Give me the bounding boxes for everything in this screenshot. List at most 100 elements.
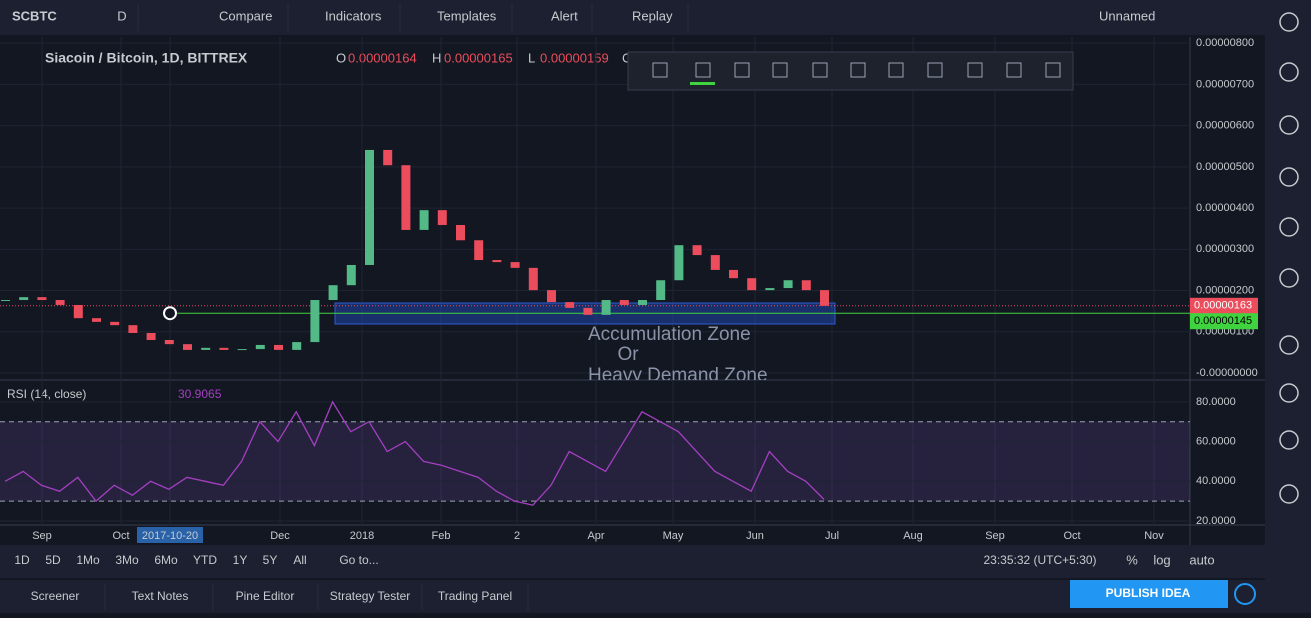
publish-button[interactable]: [1070, 580, 1228, 608]
legend-c-label: C: [622, 50, 631, 65]
rsi-tick-label: 40.0000: [1196, 475, 1236, 487]
tab[interactable]: Text Notes: [132, 589, 189, 603]
toolbar-item[interactable]: Compare: [219, 8, 272, 23]
sidebar-icon[interactable]: [1279, 268, 1299, 288]
candle: [583, 307, 593, 315]
support-handle: [163, 306, 177, 321]
pen-underline: [690, 82, 715, 85]
tab[interactable]: Screener: [31, 589, 80, 603]
candle: [73, 304, 83, 319]
candle: [565, 302, 575, 308]
legend-h: 0.00000165: [444, 50, 513, 65]
tool-icon[interactable]: [812, 62, 828, 78]
tool-icon[interactable]: [888, 62, 904, 78]
candle: [801, 280, 811, 291]
tool-icon[interactable]: [1045, 62, 1061, 78]
clock: 23:35:32 (UTC+5:30): [983, 553, 1096, 567]
candle: [674, 245, 684, 281]
layout-name[interactable]: Unnamed: [1099, 8, 1155, 23]
scale-option[interactable]: %: [1126, 552, 1138, 567]
sidebar-icon[interactable]: [1279, 430, 1299, 450]
scale-option[interactable]: log: [1153, 552, 1170, 567]
symbol[interactable]: SCBTC: [12, 8, 57, 23]
top-toolbar: [0, 0, 1265, 35]
tab[interactable]: Strategy Tester: [330, 589, 410, 603]
candle: [164, 340, 174, 345]
candle: [474, 240, 484, 261]
tool-icon[interactable]: [695, 62, 711, 78]
sidebar-icon[interactable]: [1279, 12, 1299, 32]
x-tick-label: Oct: [112, 530, 129, 542]
sidebar-icon[interactable]: [1279, 335, 1299, 355]
range-button[interactable]: 3Mo: [115, 553, 139, 567]
y-tick-label: 0.00000500: [1196, 161, 1254, 173]
tool-icon[interactable]: [652, 62, 668, 78]
tool-icon[interactable]: [734, 62, 750, 78]
range-button[interactable]: 5D: [45, 553, 61, 567]
candle: [692, 245, 702, 256]
x-tick-label: Apr: [587, 530, 604, 542]
x-tick-label: 2018: [350, 530, 374, 542]
candle: [401, 165, 411, 230]
candle: [219, 347, 229, 350]
range-button[interactable]: Go to...: [339, 553, 378, 567]
candle: [638, 300, 647, 305]
x-tick-label: Jun: [746, 530, 764, 542]
candle: [146, 333, 156, 341]
y-tick-label: 0.00000300: [1196, 243, 1254, 255]
x-tick-label: Oct: [1063, 530, 1080, 542]
sidebar-icon[interactable]: [1279, 115, 1299, 135]
candle: [365, 149, 374, 265]
sidebar-icon[interactable]: [1279, 167, 1299, 187]
legend-o: 0.00000164: [348, 50, 417, 65]
sidebar-icon[interactable]: [1279, 62, 1299, 82]
range-button[interactable]: 1D: [14, 553, 30, 567]
x-tick-label: 2: [514, 530, 520, 542]
range-button[interactable]: YTD: [193, 553, 217, 567]
range-button[interactable]: 5Y: [263, 553, 278, 567]
x-tick-label: Aug: [903, 530, 923, 542]
y-tick-label: 0.00000200: [1196, 284, 1254, 296]
candle: [492, 260, 502, 263]
candle: [128, 325, 138, 334]
candle: [274, 344, 283, 350]
interval[interactable]: D: [117, 8, 126, 23]
tool-icon[interactable]: [967, 62, 983, 78]
toolbar-item[interactable]: Alert: [551, 8, 578, 23]
candle: [765, 288, 775, 291]
range-button[interactable]: 1Y: [233, 553, 248, 567]
x-tick-label: Sep: [32, 530, 52, 542]
toolbar-item[interactable]: Templates: [437, 8, 497, 23]
tool-icon[interactable]: [850, 62, 866, 78]
sidebar-icon[interactable]: [1279, 217, 1299, 237]
bottom-tabs: [0, 580, 1265, 613]
y-tick-label: -0.00000000: [1196, 367, 1258, 379]
candle: [547, 290, 556, 303]
candle: [510, 262, 520, 268]
tool-icon[interactable]: [772, 62, 788, 78]
publish-label[interactable]: PUBLISH IDEA: [1106, 586, 1191, 600]
scale-option[interactable]: auto: [1189, 552, 1214, 567]
range-button[interactable]: 6Mo: [154, 553, 178, 567]
x-tick-label: May: [663, 530, 684, 542]
x-tick-label: Nov: [1144, 530, 1164, 542]
tool-icon[interactable]: [927, 62, 943, 78]
tab[interactable]: Trading Panel: [438, 589, 512, 603]
tool-icon[interactable]: [1006, 62, 1022, 78]
tab[interactable]: Pine Editor: [236, 589, 295, 603]
range-button[interactable]: 1Mo: [76, 553, 100, 567]
rsi-tick-label: 20.0000: [1196, 515, 1236, 527]
support-label: 0.00000145: [1194, 315, 1252, 327]
sidebar-icon[interactable]: [1279, 484, 1299, 504]
sidebar-icon[interactable]: [1279, 383, 1299, 403]
candle: [747, 278, 757, 291]
candle: [292, 342, 302, 350]
candle: [310, 300, 320, 343]
range-button[interactable]: All: [293, 553, 306, 567]
toolbar-item[interactable]: Replay: [632, 8, 673, 23]
candle: [255, 344, 265, 350]
play-icon[interactable]: [1234, 583, 1256, 605]
candle: [528, 267, 538, 291]
toolbar-item[interactable]: Indicators: [325, 8, 382, 23]
